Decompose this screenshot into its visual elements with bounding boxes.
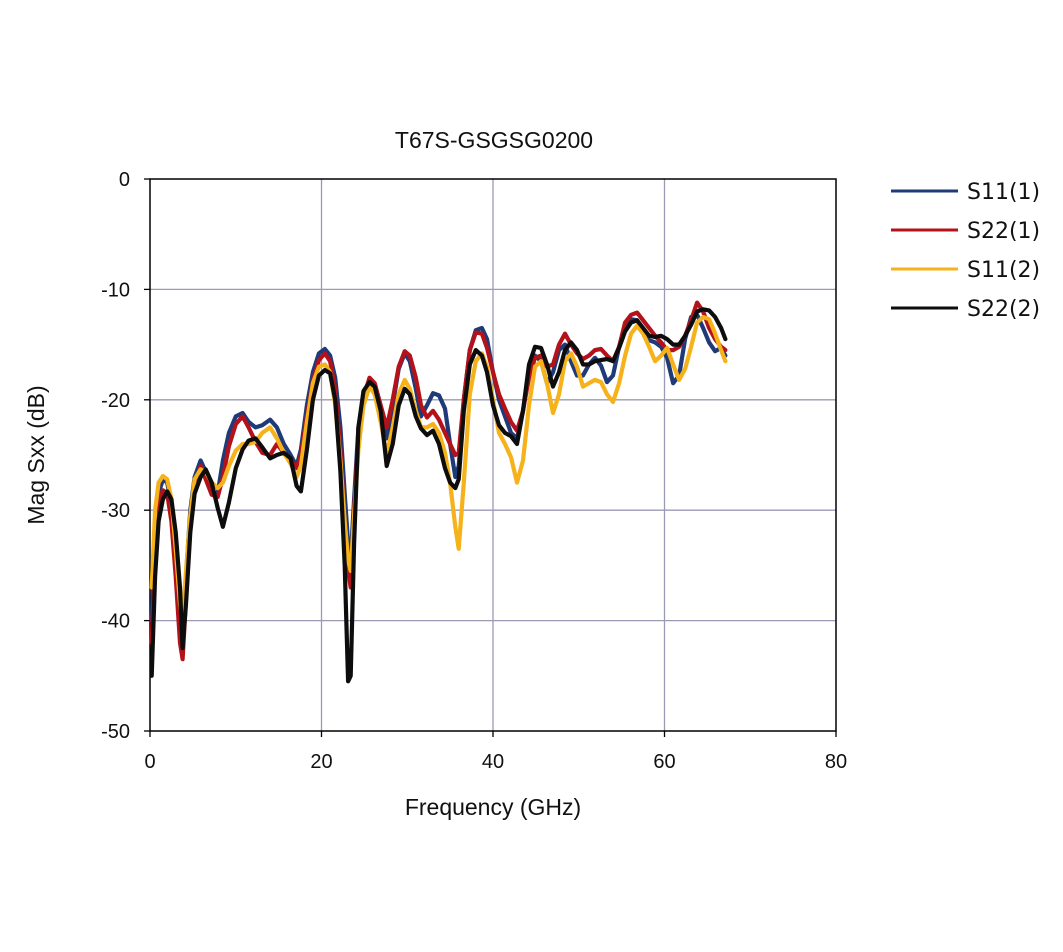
x-tick-label: 40 bbox=[482, 751, 504, 773]
legend-label: S22(1) bbox=[967, 219, 1040, 244]
y-tick-label: -40 bbox=[101, 611, 130, 633]
series-lines bbox=[149, 300, 728, 684]
x-tick-label: 20 bbox=[310, 751, 332, 773]
y-tick-label: 0 bbox=[119, 169, 130, 191]
chart-title: T67S-GSGSG0200 bbox=[395, 127, 593, 153]
y-tick-label: -20 bbox=[101, 390, 130, 412]
series-line-s11-2 bbox=[149, 314, 728, 623]
legend: S11(1) S22(1) S11(2) S22(2) bbox=[891, 180, 1040, 322]
x-axis-title: Frequency (GHz) bbox=[405, 794, 581, 820]
legend-label: S22(2) bbox=[967, 297, 1040, 322]
legend-label: S11(1) bbox=[967, 180, 1040, 205]
x-tick-label: 60 bbox=[653, 751, 675, 773]
x-tick-label: 80 bbox=[825, 751, 847, 773]
y-tick-label: -50 bbox=[101, 721, 130, 743]
series-line-s22-1 bbox=[149, 300, 728, 662]
y-axis-title: Mag Sxx (dB) bbox=[23, 385, 49, 524]
series-line-s22-2 bbox=[149, 307, 728, 684]
y-tick-label: -10 bbox=[101, 279, 130, 301]
grid bbox=[150, 179, 836, 731]
axes: 0 -10 -20 -30 -40 -50 0 20 40 60 80 bbox=[101, 169, 847, 773]
y-tick-label: -30 bbox=[101, 500, 130, 522]
legend-label: S11(2) bbox=[967, 258, 1040, 283]
x-tick-label: 0 bbox=[144, 751, 155, 773]
